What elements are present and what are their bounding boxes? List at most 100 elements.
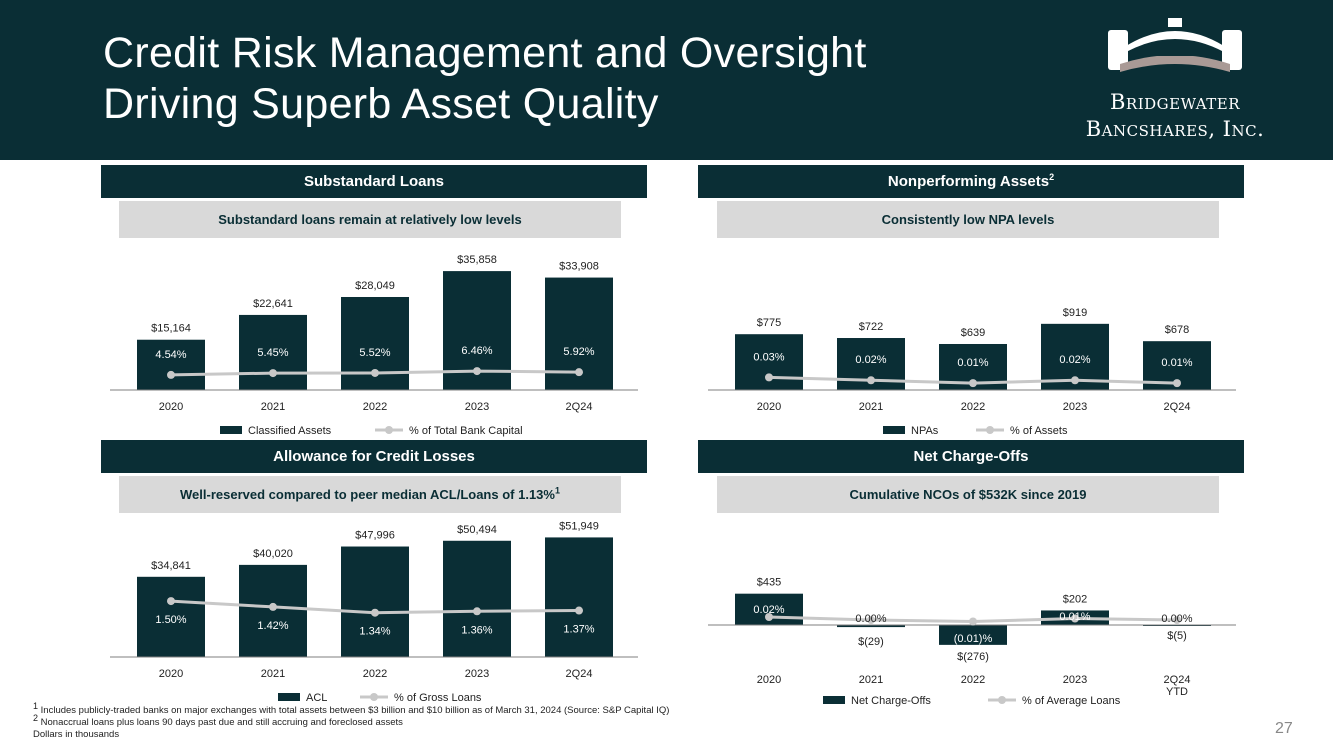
category-label-nco-0: 2020 [757,674,781,686]
bar-label-substandard-1: $22,641 [253,298,293,310]
legend-label-bar-npa: NPAs [911,425,939,437]
chart-svg-acl: $34,841 $40,020 $47,996 $50,494 $51,949 1.50%… [110,520,638,704]
bar-label-acl-3: $50,494 [457,524,497,536]
panel-title-substandard-text: Substandard Loans [303,173,445,190]
chart-acl: $34,841 $40,020 $47,996 $50,494 $51,949 1.50%… [110,515,640,705]
legend-label-line-acl: % of Gross Loans [394,692,482,704]
brand-line-1: Bridgewater [1109,90,1241,114]
bar-acl-0 [137,576,205,657]
bar-label-npa-4: $678 [1165,324,1189,336]
legend-swatch-dot-acl [370,693,378,701]
panel-subtitle-npa-text: Consistently low NPA levels [881,212,1055,227]
legend-swatch-dot-nco [998,696,1006,704]
line-point-acl-0 [167,597,175,606]
line-label-npa-2: 0.01% [957,357,988,369]
bar-substandard-0 [137,339,205,390]
bar-acl-4 [545,537,613,657]
line-point-npa-2 [969,379,977,388]
panel-subtitle-npa: Consistently low NPA levels [717,201,1219,238]
legend-swatch-bar-npa [883,426,905,434]
line-point-nco-3 [1071,614,1079,623]
page-title-line-2: Driving Superb Asset Quality [103,80,659,128]
line-label-substandard-1: 5.45% [257,347,288,359]
bar-label-nco-3: $202 [1063,593,1087,605]
chart-nco: $435 $(29) $(276) $202 $(5) 0.02% 0.00% (0.01)%… [708,515,1238,707]
line-point-acl-3 [473,607,481,616]
line-point-npa-3 [1071,376,1079,385]
legend-label-bar-nco: Net Charge-Offs [851,695,931,707]
header-band: Credit Risk Management and Oversight Dri… [0,0,1333,160]
line-label-substandard-4: 5.92% [563,346,594,358]
legend-label-line-npa: % of Assets [1010,425,1068,437]
line-label-substandard-3: 6.46% [461,345,492,357]
bar-nco-1 [837,625,905,628]
panel-title-npa: Nonperforming Assets2 [698,165,1244,198]
panel-subtitle-acl-text: Well-reserved compared to peer median AC… [180,487,555,502]
line-point-npa-1 [867,376,875,385]
legend-swatch-bar-nco [823,696,845,704]
line-point-nco-4 [1173,616,1181,624]
category-label-acl-0: 2020 [159,668,183,680]
footnote-1-text: Includes publicly-traded banks on major … [40,705,670,716]
panel-title-acl-text: Allowance for Credit Losses [273,448,475,465]
line-label-acl-4: 1.37% [563,624,594,636]
legend-label-line-substandard: % of Total Bank Capital [409,425,523,437]
footnote-2-marker: 2 [33,712,39,723]
category-label-acl-4: 2Q24 [566,668,593,680]
footnote-2-text: Nonaccrual loans plus loans 90 days past… [40,717,403,728]
line-point-substandard-4 [575,368,583,377]
line-point-substandard-2 [371,368,379,377]
bar-label-acl-0: $34,841 [151,560,191,572]
panel-subtitle-nco-text: Cumulative NCOs of $532K since 2019 [849,487,1087,502]
footnote-2: 2 Nonaccrual loans plus loans 90 days pa… [33,713,669,729]
line-point-npa-4 [1173,379,1181,388]
bar-label-acl-2: $47,996 [355,530,395,542]
footnote-1-marker: 1 [33,700,39,711]
bar-label-substandard-3: $35,858 [457,254,497,266]
bar-label-npa-1: $722 [859,321,883,333]
category-label-nco-1: 2021 [859,674,883,686]
footnotes: 1 Includes publicly-traded banks on majo… [33,701,670,741]
bar-label-npa-2: $639 [961,327,985,339]
line-label-acl-3: 1.36% [461,624,492,636]
bar-label-nco-0: $435 [757,577,781,589]
category-label-acl-1: 2021 [261,668,285,680]
category-label-nco-2: 2022 [961,674,985,686]
category-label-substandard-3: 2023 [465,401,489,413]
page-title: Credit Risk Management and Oversight Dri… [103,28,867,130]
legend-swatch-dot-substandard [385,426,393,434]
line-label-npa-1: 0.02% [855,354,886,366]
line-label-substandard-0: 4.54% [155,349,186,361]
line-label-acl-2: 1.34% [359,626,390,638]
category-label-substandard-0: 2020 [159,401,183,413]
bar-substandard-1 [239,314,307,390]
brand-name: Bridgewater Bancshares, Inc. [1050,89,1300,143]
legend-label-line-nco: % of Average Loans [1022,695,1121,707]
brand-line-2: Bancshares, Inc. [1085,117,1265,141]
bar-nco-2 [939,625,1007,645]
line-point-nco-1 [867,616,875,624]
bar-label-npa-0: $775 [757,317,781,329]
category-label-npa-2: 2022 [961,401,985,413]
line-label-npa-0: 0.03% [753,351,784,363]
chart-substandard: $15,164 $22,641 $28,049 $35,858 $33,908 4.54%… [110,240,640,440]
chart-svg-nco: $435 $(29) $(276) $202 $(5) 0.02% 0.00% (0.01)%… [708,577,1236,707]
line-label-acl-0: 1.50% [155,614,186,626]
bar-label-substandard-4: $33,908 [559,261,599,273]
line-point-acl-4 [575,606,583,615]
panel-subtitle-acl-sup: 1 [554,485,560,496]
legend-swatch-bar-substandard [220,426,242,434]
category-label-substandard-2: 2022 [363,401,387,413]
line-label-nco-4: 0.00% [1161,613,1192,625]
bar-label-substandard-2: $28,049 [355,280,395,292]
panel-title-npa-text: Nonperforming Assets [887,173,1050,190]
panel-title-npa-sup: 2 [1049,172,1055,182]
panel-title-nco-text: Net Charge-Offs [913,448,1029,465]
page-number: 27 [1275,720,1293,737]
bar-label-substandard-0: $15,164 [151,323,191,335]
line-point-substandard-3 [473,367,481,376]
category-label-nco-4-b: YTD [1166,686,1188,698]
category-label-nco-3: 2023 [1063,674,1087,686]
category-label-acl-3: 2023 [465,668,489,680]
line-point-substandard-1 [269,369,277,378]
